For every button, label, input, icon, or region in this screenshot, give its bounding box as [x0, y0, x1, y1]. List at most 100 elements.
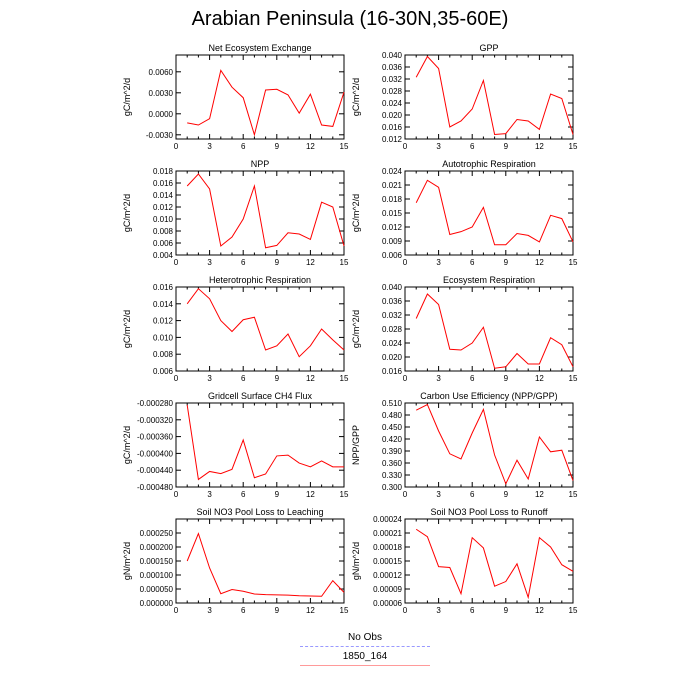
chart-title: Autotrophic Respiration — [442, 159, 536, 169]
x-tick-label: 12 — [306, 142, 315, 151]
y-tick-label: 0.330 — [382, 471, 403, 480]
x-tick-label: 3 — [207, 142, 212, 151]
legend-label-no-obs: No Obs — [348, 632, 382, 643]
x-tick-label: 15 — [340, 142, 349, 151]
y-axis-label: gN/m^2/d — [351, 542, 361, 580]
x-tick-label: 3 — [207, 606, 212, 615]
plot-frame — [175, 402, 345, 488]
chart-panel-8: Soil NO3 Pool Loss to Leaching gN/m^2/d 0 3… — [122, 507, 349, 615]
x-tick-label: 12 — [535, 374, 544, 383]
y-tick-label: 0.016 — [153, 283, 174, 292]
x-tick-label: 15 — [569, 374, 578, 383]
series-line — [415, 528, 574, 600]
plot-frame — [404, 170, 574, 256]
series-line — [186, 405, 344, 481]
y-tick-label: 0.006 — [382, 251, 403, 260]
x-tick-label: 9 — [275, 258, 280, 267]
y-tick-label: 0.300 — [382, 483, 403, 492]
x-tick-label: 3 — [436, 606, 441, 615]
y-tick-label: -0.000400 — [137, 449, 174, 458]
y-tick-label: 0.012 — [153, 317, 174, 326]
x-tick-label: 15 — [340, 258, 349, 267]
y-tick-label: -0.0030 — [146, 131, 174, 140]
chart-title: Net Ecosystem Exchange — [208, 43, 311, 53]
y-tick-label: 0.014 — [153, 191, 174, 200]
x-tick-label: 9 — [504, 374, 509, 383]
chart-title: Heterotrophic Respiration — [209, 275, 311, 285]
series-line — [186, 287, 345, 358]
x-tick-label: 15 — [569, 258, 578, 267]
y-tick-label: 0.024 — [382, 167, 403, 176]
y-tick-label: 0.040 — [382, 51, 403, 60]
y-tick-label: 0.006 — [153, 367, 174, 376]
x-tick-label: 15 — [569, 142, 578, 151]
y-tick-label: 0.010 — [153, 333, 174, 342]
y-tick-label: 0.040 — [382, 283, 403, 292]
y-tick-label: 0.0000 — [149, 110, 174, 119]
y-tick-label: 0.036 — [382, 297, 403, 306]
legend-label-1850-164: 1850_164 — [342, 651, 388, 662]
y-tick-label: 0.036 — [382, 63, 403, 72]
x-tick-label: 9 — [275, 490, 280, 499]
plot-frame — [175, 518, 345, 604]
y-axis-label: gC/m^2/d — [122, 78, 132, 116]
x-tick-label: 12 — [306, 490, 315, 499]
y-tick-label: 0.00009 — [373, 585, 402, 594]
series-line — [186, 532, 345, 597]
x-tick-label: 6 — [470, 606, 475, 615]
x-tick-label: 3 — [436, 374, 441, 383]
plot-frame — [404, 518, 574, 604]
x-tick-label: 0 — [174, 490, 179, 499]
y-tick-label: 0.012 — [153, 203, 174, 212]
x-tick-label: 3 — [436, 142, 441, 151]
y-axis-label: gC/m^2/d — [122, 426, 132, 464]
y-axis-label: gC/m^2/d — [122, 194, 132, 232]
y-tick-label: 0.028 — [382, 87, 403, 96]
plot-frame — [175, 170, 345, 256]
y-tick-label: 0.028 — [382, 325, 403, 334]
y-tick-label: 0.018 — [382, 195, 403, 204]
y-tick-label: 0.014 — [153, 300, 174, 309]
plot-frame — [175, 54, 345, 140]
y-tick-label: 0.020 — [382, 111, 403, 120]
y-axis-label: gC/m^2/d — [351, 310, 361, 348]
x-tick-label: 3 — [207, 374, 212, 383]
x-tick-label: 6 — [470, 490, 475, 499]
chart-title: Ecosystem Respiration — [443, 275, 535, 285]
y-tick-label: 0.000150 — [140, 557, 174, 566]
chart-panel-7: Carbon Use Efficiency (NPP/GPP) NPP/GPP 0 3… — [351, 391, 578, 499]
chart-title: NPP — [251, 159, 270, 169]
x-tick-label: 0 — [403, 490, 408, 499]
y-tick-label: 0.012 — [382, 135, 403, 144]
x-tick-label: 9 — [504, 258, 509, 267]
legend-line-no-obs — [300, 646, 430, 647]
y-tick-label: 0.000200 — [140, 543, 174, 552]
y-tick-label: 0.510 — [382, 399, 403, 408]
y-tick-label: 0.008 — [153, 350, 174, 359]
y-tick-label: 0.390 — [382, 447, 403, 456]
y-tick-label: 0.00021 — [373, 529, 402, 538]
x-tick-label: 6 — [470, 258, 475, 267]
series-line — [187, 69, 345, 137]
series-line — [415, 403, 574, 486]
series-line — [186, 173, 345, 249]
chart-panel-9: Soil NO3 Pool Loss to Runoff gN/m^2/d 0 3 6 9… — [351, 507, 578, 615]
series-line — [415, 179, 574, 246]
y-tick-label: -0.000480 — [137, 483, 174, 492]
chart-title: Soil NO3 Pool Loss to Runoff — [431, 507, 548, 517]
chart-title: GPP — [479, 43, 498, 53]
x-tick-label: 12 — [306, 258, 315, 267]
y-tick-label: 0.018 — [153, 167, 174, 176]
chart-panel-2: NPP gC/m^2/d 0 3 6 9 12 15 0.004 0.006 0.008 0.010 0… — [122, 159, 349, 267]
y-tick-label: 0.000250 — [140, 529, 174, 538]
chart-panel-0: Net Ecosystem Exchange gC/m^2/d 0 3 6 9 12 15 -0… — [122, 43, 349, 151]
y-tick-label: 0.0030 — [149, 89, 174, 98]
y-tick-label: 0.004 — [153, 251, 174, 260]
y-tick-label: 0.012 — [382, 223, 403, 232]
x-tick-label: 9 — [504, 606, 509, 615]
y-tick-label: 0.024 — [382, 99, 403, 108]
y-tick-label: -0.000280 — [137, 399, 174, 408]
series-line — [415, 293, 574, 369]
x-tick-label: 12 — [535, 258, 544, 267]
